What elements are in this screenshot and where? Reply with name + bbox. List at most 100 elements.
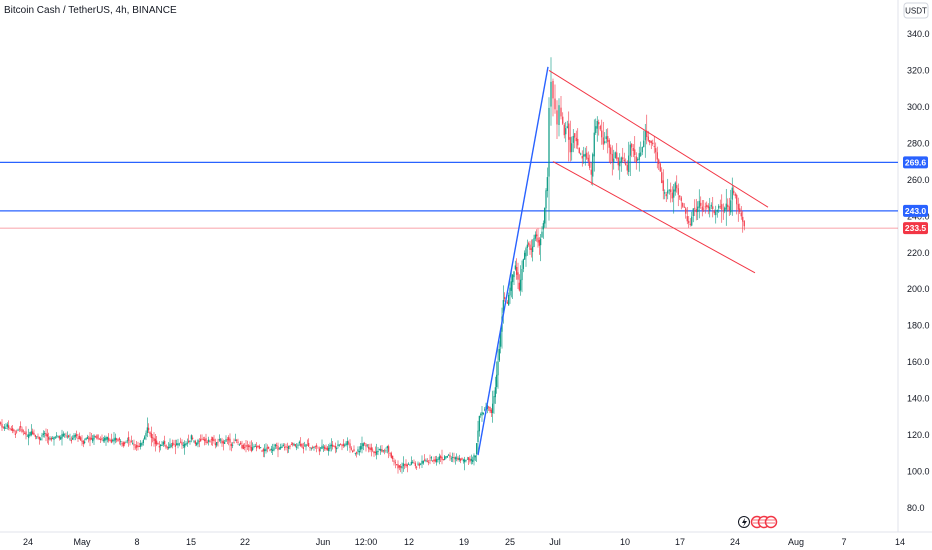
candle-body xyxy=(34,435,36,437)
candle-body xyxy=(102,439,104,441)
candle-body xyxy=(214,443,216,446)
candle-body xyxy=(40,438,42,441)
candle-body xyxy=(97,434,99,440)
candle-body xyxy=(29,432,31,437)
candle-body xyxy=(605,136,607,140)
candle-body xyxy=(637,158,639,161)
candle-body xyxy=(565,128,567,135)
flag-icon[interactable] xyxy=(764,515,778,529)
candle-body xyxy=(116,438,118,440)
candle-body xyxy=(118,438,120,441)
events-icons[interactable] xyxy=(738,515,778,529)
candle-body xyxy=(697,206,699,213)
candle-body xyxy=(703,208,705,210)
candle-body xyxy=(21,428,23,432)
candle-body xyxy=(48,437,50,440)
candle-body xyxy=(324,446,326,449)
candle-body xyxy=(396,464,398,466)
candle-body xyxy=(209,440,211,442)
x-tick-label: 10 xyxy=(620,537,630,547)
candle-body xyxy=(460,458,462,461)
candle-body xyxy=(521,268,523,281)
candle-body xyxy=(334,446,336,449)
candle-body xyxy=(353,449,355,452)
candle-body xyxy=(728,206,730,211)
candle-body xyxy=(30,431,32,436)
candle-body xyxy=(141,443,143,446)
candle-body xyxy=(281,446,283,448)
candle-body xyxy=(364,443,366,444)
candle-body xyxy=(276,445,278,446)
candle-body xyxy=(360,446,362,450)
price-labels: 269.6 243.0 233.5 xyxy=(903,156,928,235)
candle-body xyxy=(537,237,539,243)
trendline[interactable] xyxy=(548,70,769,208)
candle-body xyxy=(524,252,526,260)
candle-body xyxy=(445,456,447,458)
candle-body xyxy=(406,464,408,467)
candle-body xyxy=(674,182,676,192)
candle-body xyxy=(688,220,690,224)
candle-body xyxy=(590,169,592,175)
candle-body xyxy=(5,428,7,430)
candle-body xyxy=(400,466,402,468)
candle-body xyxy=(193,440,195,442)
candle-body xyxy=(349,443,351,449)
candle-body xyxy=(510,281,512,291)
candle-body xyxy=(9,428,11,429)
candle-body xyxy=(623,159,625,162)
candle-body xyxy=(647,136,649,141)
candle-body xyxy=(308,442,310,447)
candle-body xyxy=(370,447,372,451)
candle-body xyxy=(81,440,83,442)
candle-body xyxy=(270,448,272,451)
candle-body xyxy=(204,439,206,442)
x-tick-label: Aug xyxy=(788,537,804,547)
candle-body xyxy=(200,439,202,442)
candle-body xyxy=(438,456,440,460)
candle-body xyxy=(508,295,510,306)
candle-body xyxy=(37,436,39,438)
candle-body xyxy=(692,208,694,217)
horizontal-lines xyxy=(0,161,898,229)
candle-body xyxy=(533,238,535,247)
candle-body xyxy=(284,447,286,449)
candle-body xyxy=(342,443,344,446)
candle-body xyxy=(581,155,583,159)
candle-body xyxy=(558,105,560,126)
candle-body xyxy=(683,206,685,208)
candle-body xyxy=(292,443,294,445)
candle-body xyxy=(372,449,374,451)
candle-body xyxy=(74,434,76,437)
candle-body xyxy=(604,141,606,144)
candle-body xyxy=(114,437,116,441)
candle-body xyxy=(101,437,103,440)
time-axis[interactable]: 24 May 8 15 22 Jun 12:00 12 19 25 Jul 10 17 24 Aug 7 14 xyxy=(23,537,905,547)
candle-body xyxy=(468,457,470,460)
candle-body xyxy=(69,438,71,440)
candle-body xyxy=(293,443,295,446)
candle-body xyxy=(180,441,182,443)
candle-body xyxy=(357,449,359,452)
candle-body xyxy=(365,444,367,447)
currency-button-label[interactable]: USDT xyxy=(905,7,927,16)
candle-body xyxy=(536,234,538,237)
level-price-label: 243.0 xyxy=(905,206,927,216)
candle-body xyxy=(377,450,379,453)
candle-body xyxy=(134,446,136,448)
candle-body xyxy=(577,138,579,146)
candle-body xyxy=(93,435,95,440)
candle-body xyxy=(497,361,499,376)
candle-body xyxy=(709,206,711,211)
trendline[interactable] xyxy=(477,66,549,456)
candle-body xyxy=(240,442,242,445)
candle-body xyxy=(132,442,134,444)
price-axis[interactable]: 340.0320.0300.0280.0260.0240.0220.0200.0… xyxy=(907,29,930,513)
candle-body xyxy=(249,445,251,448)
candle-body xyxy=(172,442,174,447)
trendline[interactable] xyxy=(552,161,756,274)
currency-button[interactable]: USDT xyxy=(903,2,929,19)
candle-body xyxy=(117,439,119,442)
candle-body xyxy=(78,435,80,439)
